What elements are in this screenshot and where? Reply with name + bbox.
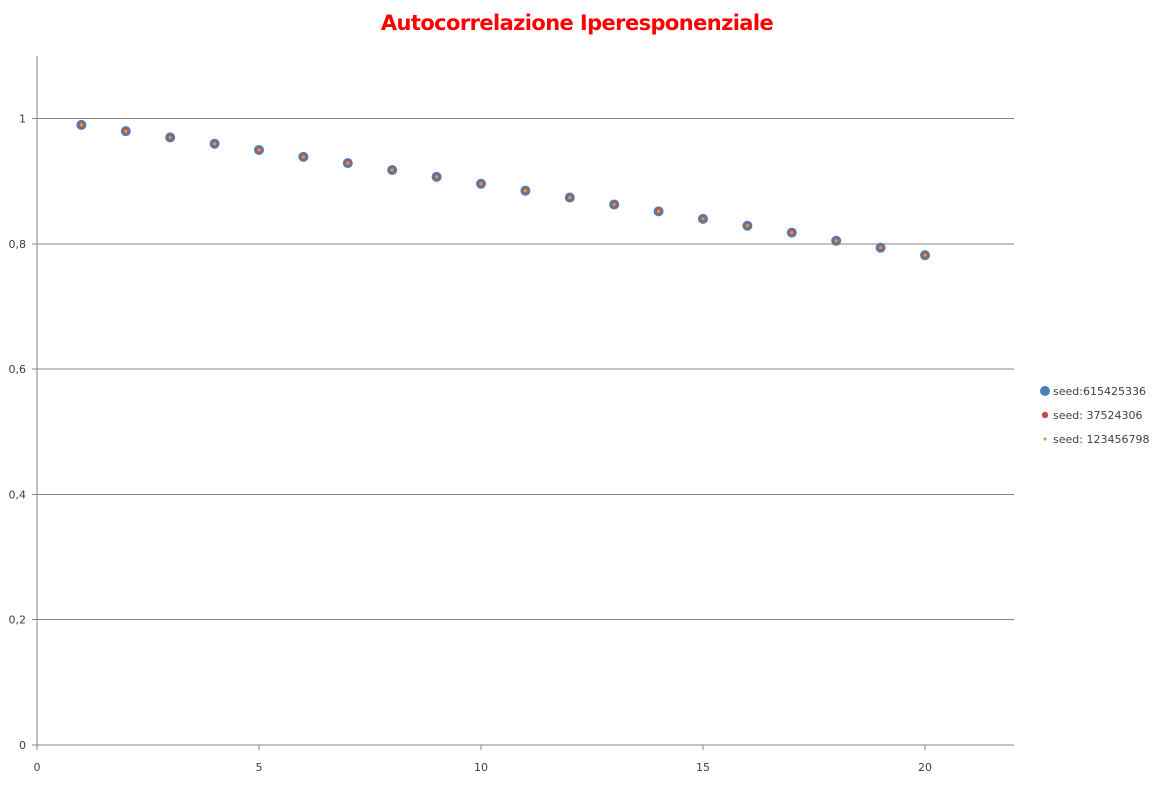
y-tick-label: 1 — [19, 113, 26, 126]
data-point — [79, 123, 83, 127]
data-point — [479, 182, 483, 186]
series-1 — [76, 119, 930, 261]
y-tick-label: 0,6 — [9, 363, 27, 376]
series-3 — [79, 123, 927, 257]
x-tick-label: 15 — [696, 761, 710, 774]
data-point — [923, 253, 927, 257]
data-point — [790, 231, 794, 235]
legend-label: seed:615425336 — [1053, 385, 1146, 398]
legend-item: seed:615425336 — [1040, 385, 1146, 398]
y-tick-label: 0,8 — [9, 238, 27, 251]
legend-item: seed: 37524306 — [1041, 409, 1142, 422]
series-2 — [78, 121, 929, 259]
x-tick-label: 20 — [918, 761, 932, 774]
legend-label: seed: 123456798 — [1053, 433, 1149, 446]
x-tick-label: 10 — [474, 761, 488, 774]
legend: seed:615425336 seed: 37524306 seed: 123456… — [1040, 385, 1149, 446]
legend-marker — [1041, 411, 1049, 419]
data-point — [124, 129, 128, 133]
data-point — [612, 202, 616, 207]
data-point — [568, 195, 572, 200]
axis-layer — [32, 56, 1014, 750]
y-tick-label: 0 — [19, 739, 26, 752]
grid-layer — [37, 118, 1014, 621]
y-tick-label: 0,2 — [9, 614, 27, 627]
x-tick-label: 5 — [256, 761, 263, 774]
y-tick-label: 0,4 — [9, 488, 27, 501]
legend-marker — [1043, 437, 1047, 441]
data-point — [745, 224, 750, 228]
legend-item: seed: 123456798 — [1043, 433, 1149, 446]
x-tick-label: 0 — [34, 761, 41, 774]
data-point — [257, 148, 261, 152]
data-point — [213, 142, 217, 146]
data-points — [76, 119, 930, 261]
data-point — [834, 239, 838, 243]
data-point — [523, 189, 528, 193]
data-point — [301, 155, 305, 159]
data-point — [701, 217, 705, 221]
tick-labels: 00,20,40,60,810 5 10 15 20 — [9, 113, 933, 774]
legend-marker — [1040, 386, 1050, 396]
data-point — [346, 161, 350, 165]
data-point — [657, 209, 661, 213]
data-point — [879, 246, 883, 250]
legend-label: seed: 37524306 — [1053, 409, 1142, 422]
chart-title: Autocorrelazione Iperesponenziale — [381, 11, 774, 35]
data-point — [168, 135, 172, 140]
data-point — [390, 168, 394, 172]
data-point — [435, 175, 439, 179]
